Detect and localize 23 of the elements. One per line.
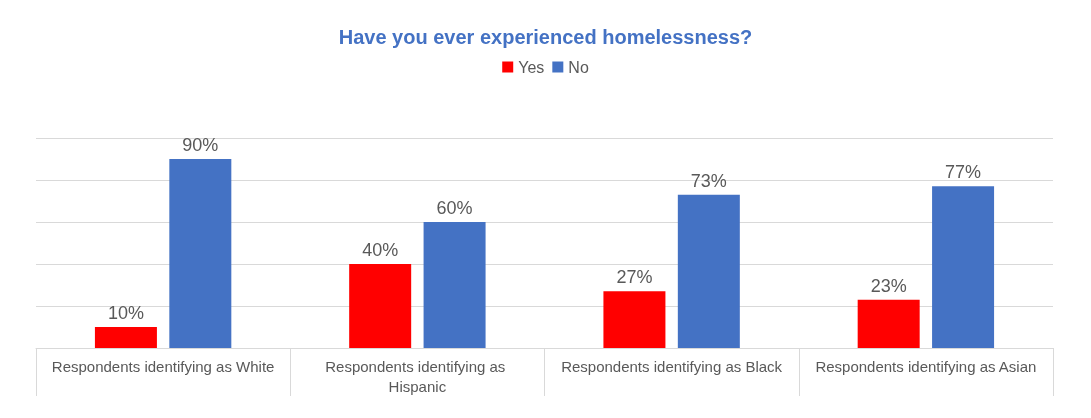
data-label: 23% xyxy=(870,275,907,296)
x-tick-label: Respondents identifying as Hispanic xyxy=(325,357,510,395)
chart-title: Have you ever experienced homelessness? xyxy=(338,26,753,48)
bar xyxy=(932,186,995,348)
x-tick-label: Respondents identifying as Black xyxy=(561,357,783,375)
data-label: 40% xyxy=(362,240,399,260)
x-tick-label: Respondents identifying as White xyxy=(51,357,275,375)
bar xyxy=(603,291,666,348)
data-label: 27% xyxy=(616,267,653,288)
data-label: 77% xyxy=(945,162,982,183)
bar xyxy=(857,299,920,348)
bar xyxy=(94,327,157,348)
legend-label: No xyxy=(568,58,589,76)
data-label: 10% xyxy=(107,303,144,323)
x-tick-label: Respondents identifying as Asian xyxy=(815,357,1037,375)
legend-label: Yes xyxy=(518,58,545,76)
bar xyxy=(677,194,740,348)
data-label: 60% xyxy=(436,198,473,218)
bar xyxy=(349,264,412,348)
data-label: 73% xyxy=(690,170,727,191)
data-label: 90% xyxy=(182,135,219,155)
bar xyxy=(423,222,486,348)
bar xyxy=(169,159,232,348)
